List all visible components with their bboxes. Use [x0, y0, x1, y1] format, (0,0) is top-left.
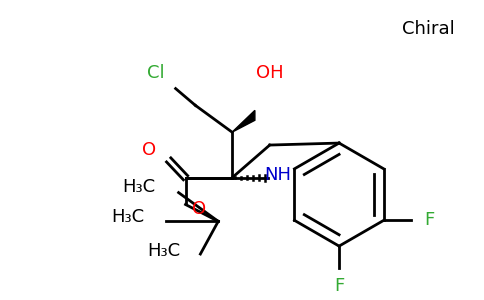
Text: O: O: [193, 200, 207, 218]
Text: H₃C: H₃C: [111, 208, 144, 226]
Text: OH: OH: [256, 64, 284, 82]
Text: F: F: [424, 211, 435, 229]
Text: NH: NH: [264, 166, 291, 184]
Text: O: O: [142, 141, 156, 159]
Text: F: F: [334, 277, 344, 295]
Text: H₃C: H₃C: [147, 242, 181, 260]
Text: Cl: Cl: [147, 64, 165, 82]
Text: H₃C: H₃C: [122, 178, 156, 196]
Polygon shape: [232, 110, 255, 132]
Text: Chiral: Chiral: [402, 20, 454, 38]
